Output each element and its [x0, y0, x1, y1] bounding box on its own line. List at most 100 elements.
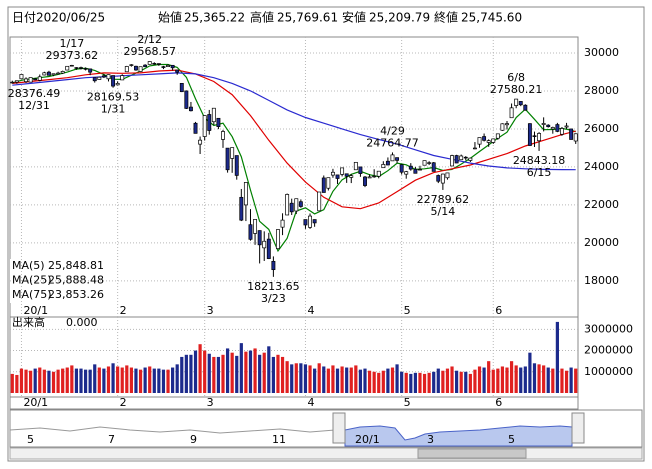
candle-body — [569, 128, 574, 140]
volume-bar — [138, 369, 143, 393]
x-tick-label: 20/1 — [23, 396, 48, 409]
volume-bar — [574, 368, 578, 393]
candle-body — [285, 194, 290, 216]
volume-bar — [10, 373, 14, 393]
candle-body — [294, 198, 299, 212]
annotation-price: 24764.77 — [366, 136, 419, 149]
candle-body — [216, 117, 221, 127]
volume-bar — [230, 352, 234, 393]
volume-bar — [496, 368, 500, 393]
candle-body — [303, 219, 308, 226]
volume-bar — [47, 370, 51, 393]
candle-body — [65, 65, 70, 71]
volume-value: 0.000 — [66, 316, 98, 329]
volume-bar — [129, 367, 133, 393]
annotation-price: 18213.65 — [247, 280, 300, 293]
header-value: 25,769.61 — [277, 11, 338, 25]
navigator-label: 5 — [508, 433, 515, 446]
candle-body — [537, 133, 542, 142]
volume-bar — [125, 365, 129, 393]
volume-bar — [221, 354, 225, 393]
header-label: 終値 — [434, 10, 458, 25]
candle-body — [335, 174, 340, 179]
volume-bar — [116, 366, 120, 393]
candle-body — [573, 133, 578, 142]
volume-bar — [537, 364, 541, 393]
candle-body — [317, 191, 322, 212]
candle-body — [385, 160, 390, 166]
volume-bar — [120, 367, 124, 393]
candle-body — [115, 83, 120, 86]
volume-bar — [345, 367, 349, 393]
candle-body — [326, 177, 331, 189]
x-tick-label: 3 — [207, 396, 214, 409]
candle-body — [51, 73, 56, 76]
candle-body — [560, 128, 564, 135]
volume-bar — [487, 361, 491, 393]
x-tick-label: 6 — [495, 304, 502, 317]
candle-body — [230, 147, 235, 159]
range-handle-right[interactable] — [571, 412, 585, 444]
candle-body — [111, 75, 116, 87]
volume-bar — [482, 367, 486, 393]
candle-body — [349, 175, 354, 178]
annotation-price: 29568.57 — [123, 45, 176, 58]
scrollbar[interactable] — [9, 447, 643, 460]
annotation-date: 1/17 — [59, 37, 84, 50]
volume-bar — [313, 368, 317, 393]
candle-body — [83, 68, 88, 70]
legend-name: MA(75) — [12, 288, 52, 301]
legend-value: 23,853.26 — [48, 288, 104, 301]
candle-body — [225, 147, 230, 171]
volume-bar — [409, 373, 413, 393]
candle-body — [262, 240, 267, 249]
volume-bar — [171, 367, 175, 393]
volume-bar — [436, 368, 440, 393]
volume-bar — [248, 350, 253, 393]
candle-body — [253, 219, 258, 234]
volume-bar — [271, 356, 275, 393]
volume-bar — [267, 346, 271, 393]
annotation-date: 2/12 — [137, 33, 162, 46]
volume-bar — [377, 372, 381, 393]
header-value: 25,209.79 — [369, 11, 430, 25]
navigator-line — [9, 426, 336, 434]
volume-bar — [326, 368, 330, 393]
candle-body — [376, 170, 381, 177]
volume-bar — [175, 364, 179, 393]
annotation-date: 12/31 — [18, 99, 50, 112]
range-handle-left[interactable] — [332, 412, 346, 444]
volume-bar — [193, 350, 198, 393]
candle-body — [505, 123, 509, 126]
candle-body — [340, 167, 345, 175]
candle-body — [147, 61, 152, 65]
candle-body — [170, 64, 175, 69]
volume-bar — [157, 368, 161, 393]
candle-body — [10, 81, 15, 84]
annotation-price: 28169.53 — [87, 91, 140, 104]
volume-bar — [331, 365, 335, 393]
y-tick-label: 28000 — [584, 84, 619, 97]
navigator-label: 11 — [272, 433, 286, 446]
scrollbar-thumb[interactable] — [417, 448, 527, 459]
candle-body — [60, 71, 65, 74]
volume-bar — [542, 365, 546, 393]
volume-bar — [56, 369, 60, 393]
header-label: 安値 — [342, 10, 366, 25]
volume-bar — [354, 365, 358, 393]
navigator-label: 7 — [108, 433, 115, 446]
y-tick-label: 18000 — [584, 274, 619, 287]
volume-bar — [514, 365, 518, 393]
candle-body — [289, 202, 294, 213]
candle-body — [308, 215, 312, 228]
candle-body — [198, 139, 203, 145]
header: 日付 2020/06/25 始値 25,365.22 高値 25,769.61 … — [12, 10, 522, 25]
candle-body — [486, 140, 491, 143]
volume-bar — [349, 367, 353, 393]
volume-bar — [372, 371, 376, 393]
candle-body — [381, 164, 386, 169]
volume-bar — [322, 366, 326, 393]
volume-bar — [445, 368, 450, 393]
candle-body — [124, 66, 129, 73]
volume-bar — [358, 369, 363, 393]
